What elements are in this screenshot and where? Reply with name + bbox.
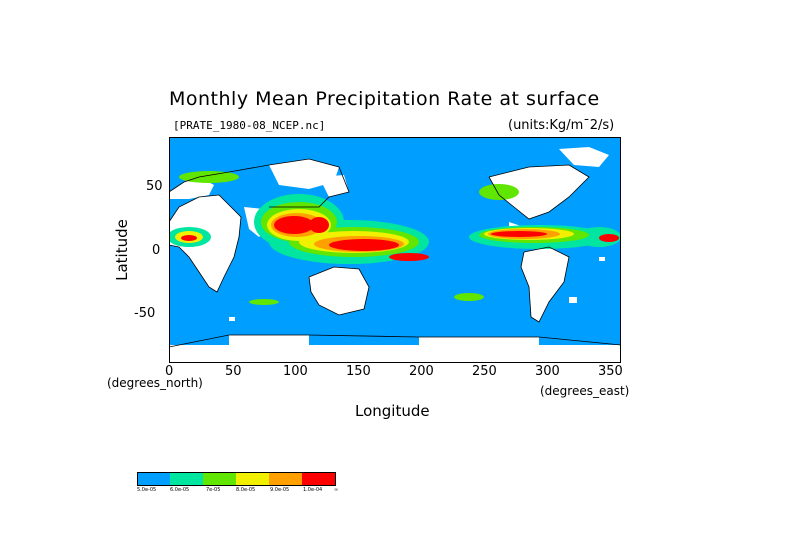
colorbar-label-7: ∞	[334, 487, 339, 493]
precip-bands	[169, 171, 621, 305]
x-tick-150: 150	[346, 364, 371, 379]
x-tick-250: 250	[472, 364, 497, 379]
colorbar-label-3: 7e-05	[206, 487, 221, 493]
y-tick-50: 50	[146, 179, 163, 194]
land-mask	[169, 147, 621, 363]
precipitation-map	[169, 137, 621, 363]
coastlines	[169, 158, 621, 348]
x-axis-unit: (degrees_north)	[107, 376, 203, 390]
colorbar-label-6: 1.0e-04	[303, 487, 323, 493]
x-tick-300: 300	[535, 364, 560, 379]
units-label: (units:Kg/m¯2/s)	[508, 118, 615, 133]
colorbar	[137, 472, 336, 486]
y-tick-0: 0	[152, 243, 161, 258]
colorbar-label-4: 8.0e-05	[236, 487, 256, 493]
colorbar-swatch-3	[203, 472, 236, 486]
colorbar-swatch-1	[137, 472, 170, 486]
map-title: Monthly Mean Precipitation Rate at surfa…	[169, 88, 600, 110]
colorbar-swatch-4	[236, 472, 269, 486]
map-frame	[169, 137, 621, 363]
colorbar-label-5: 9.0e-05	[270, 487, 290, 493]
colorbar-swatch-6	[302, 472, 336, 486]
y-axis-unit: (degrees_east)	[540, 384, 630, 398]
colorbar-label-1: 5.0e-05	[137, 487, 157, 493]
x-tick-0: 0	[165, 364, 174, 379]
x-tick-200: 200	[409, 364, 434, 379]
x-tick-50: 50	[225, 364, 242, 379]
y-axis-label: Latitude	[113, 219, 131, 281]
colorbar-swatch-5	[269, 472, 302, 486]
x-tick-100: 100	[283, 364, 308, 379]
file-label: [PRATE_1980-08_NCEP.nc]	[173, 119, 326, 132]
y-tick-minus50: -50	[134, 306, 156, 321]
colorbar-frame	[137, 472, 336, 486]
x-axis-label: Longitude	[355, 402, 430, 420]
colorbar-label-2: 6.0e-05	[170, 487, 190, 493]
x-tick-350: 350	[598, 364, 623, 379]
colorbar-swatch-2	[170, 472, 203, 486]
